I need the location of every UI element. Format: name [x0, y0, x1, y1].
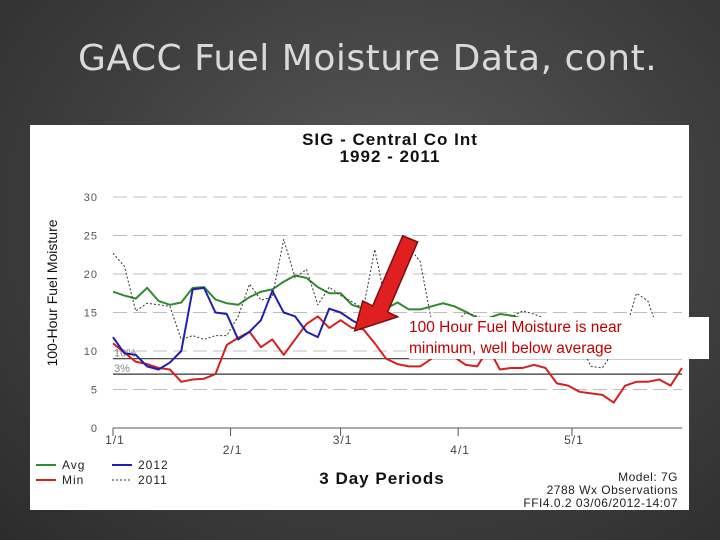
y-tick-label: 0	[91, 423, 98, 435]
x-tick-label: 4/1	[450, 443, 470, 457]
legend-label: 2011	[138, 473, 168, 487]
legend-label: 2012	[138, 458, 169, 472]
arrow-shape	[353, 234, 419, 333]
y-tick-label: 30	[84, 192, 98, 204]
x-tick-label: 1/1	[105, 433, 125, 447]
chart-title: SIG - Central Co Int	[302, 130, 478, 149]
y-tick-label: 15	[84, 308, 98, 320]
grid	[113, 196, 682, 390]
series-line-min	[112, 315, 683, 404]
stamp-label: FFI4.0.2 03/06/2012-14:07	[523, 496, 678, 510]
callout-text: 100 Hour Fuel Moisture is near minimum, …	[409, 317, 709, 359]
annotation-arrow	[353, 234, 419, 333]
callout-line-1: 100 Hour Fuel Moisture is near	[409, 319, 622, 336]
chart-subtitle: 1992 - 2011	[340, 147, 441, 166]
x-tick-label: 3/1	[333, 433, 353, 447]
y-tick-label: 10	[84, 346, 98, 358]
y-axis-label: 100-Hour Fuel Moisture	[44, 219, 60, 366]
observations-label: 2788 Wx Observations	[547, 483, 678, 497]
y-tick-label: 5	[91, 385, 98, 397]
y-tick-label: 25	[84, 231, 98, 243]
axes: 0 5 10 15 20 25 30 1/1 2/1 3/1 4/1 5/1	[84, 192, 682, 457]
legend-label: Min	[62, 473, 84, 487]
model-label: Model: 7G	[618, 470, 678, 484]
legend: Avg 2012 Min 2011	[36, 458, 169, 487]
x-tick-label: 5/1	[564, 433, 584, 447]
x-tick-label: 2/1	[223, 443, 243, 457]
slide-title: GACC Fuel Moisture Data, cont.	[78, 38, 658, 79]
x-axis-label: 3 Day Periods	[319, 469, 444, 488]
reference-line-label: 3%	[114, 363, 130, 375]
y-tick-label: 20	[84, 269, 98, 281]
callout-line-2: minimum, well below average	[409, 340, 613, 357]
series-line-2012	[112, 286, 364, 371]
legend-label: Avg	[62, 458, 85, 472]
chart-frame: 10% 3% 0 5 10 15 20 25 30 1/1 2/1 3/1 4/1 5/1 SIG - …	[30, 125, 709, 510]
